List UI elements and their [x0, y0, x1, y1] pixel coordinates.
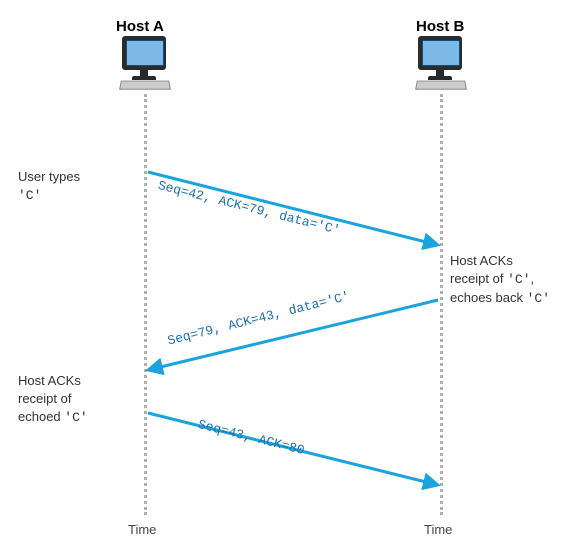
annotation-mono: 'C' — [527, 291, 550, 306]
host-a-computer-icon — [116, 36, 172, 86]
host-a-label: Host A — [116, 18, 164, 35]
host-b-label: Host B — [416, 18, 464, 35]
annotation-text: echoes back — [450, 290, 527, 305]
host-a-time-label: Time — [128, 522, 156, 537]
arrow-2-label: Seq=79, ACK=43, data='C' — [166, 289, 351, 349]
annotation-text: echoed — [18, 409, 64, 424]
host-b-timeline — [440, 94, 443, 515]
annotation-host-b-ack: Host ACKs receipt of 'C', echoes back 'C… — [450, 252, 550, 309]
host-b-computer-icon — [412, 36, 468, 86]
annotation-mono: 'C' — [64, 410, 87, 425]
host-a-timeline — [144, 94, 147, 515]
arrow-1-label: Seq=42, ACK=79, data='C' — [156, 178, 341, 238]
annotation-text: User types — [18, 169, 80, 184]
annotation-text: receipt of — [18, 391, 71, 406]
annotation-text: Host ACKs — [18, 373, 81, 388]
annotation-mono: 'C' — [507, 272, 530, 287]
tcp-sequence-diagram: Host A Host B Time Time Seq=42, ACK=79, … — [0, 0, 584, 551]
host-b-time-label: Time — [424, 522, 452, 537]
arrow-1 — [148, 172, 438, 245]
annotation-user-types: User types 'C' — [18, 168, 80, 205]
arrow-3-label: Seq=43, ACK=80 — [196, 417, 306, 458]
annotation-text: receipt of — [450, 271, 507, 286]
annotation-host-a-ack: Host ACKs receipt of echoed 'C' — [18, 372, 88, 428]
annotation-text: Host ACKs — [450, 253, 513, 268]
annotation-mono: 'C' — [18, 188, 41, 203]
